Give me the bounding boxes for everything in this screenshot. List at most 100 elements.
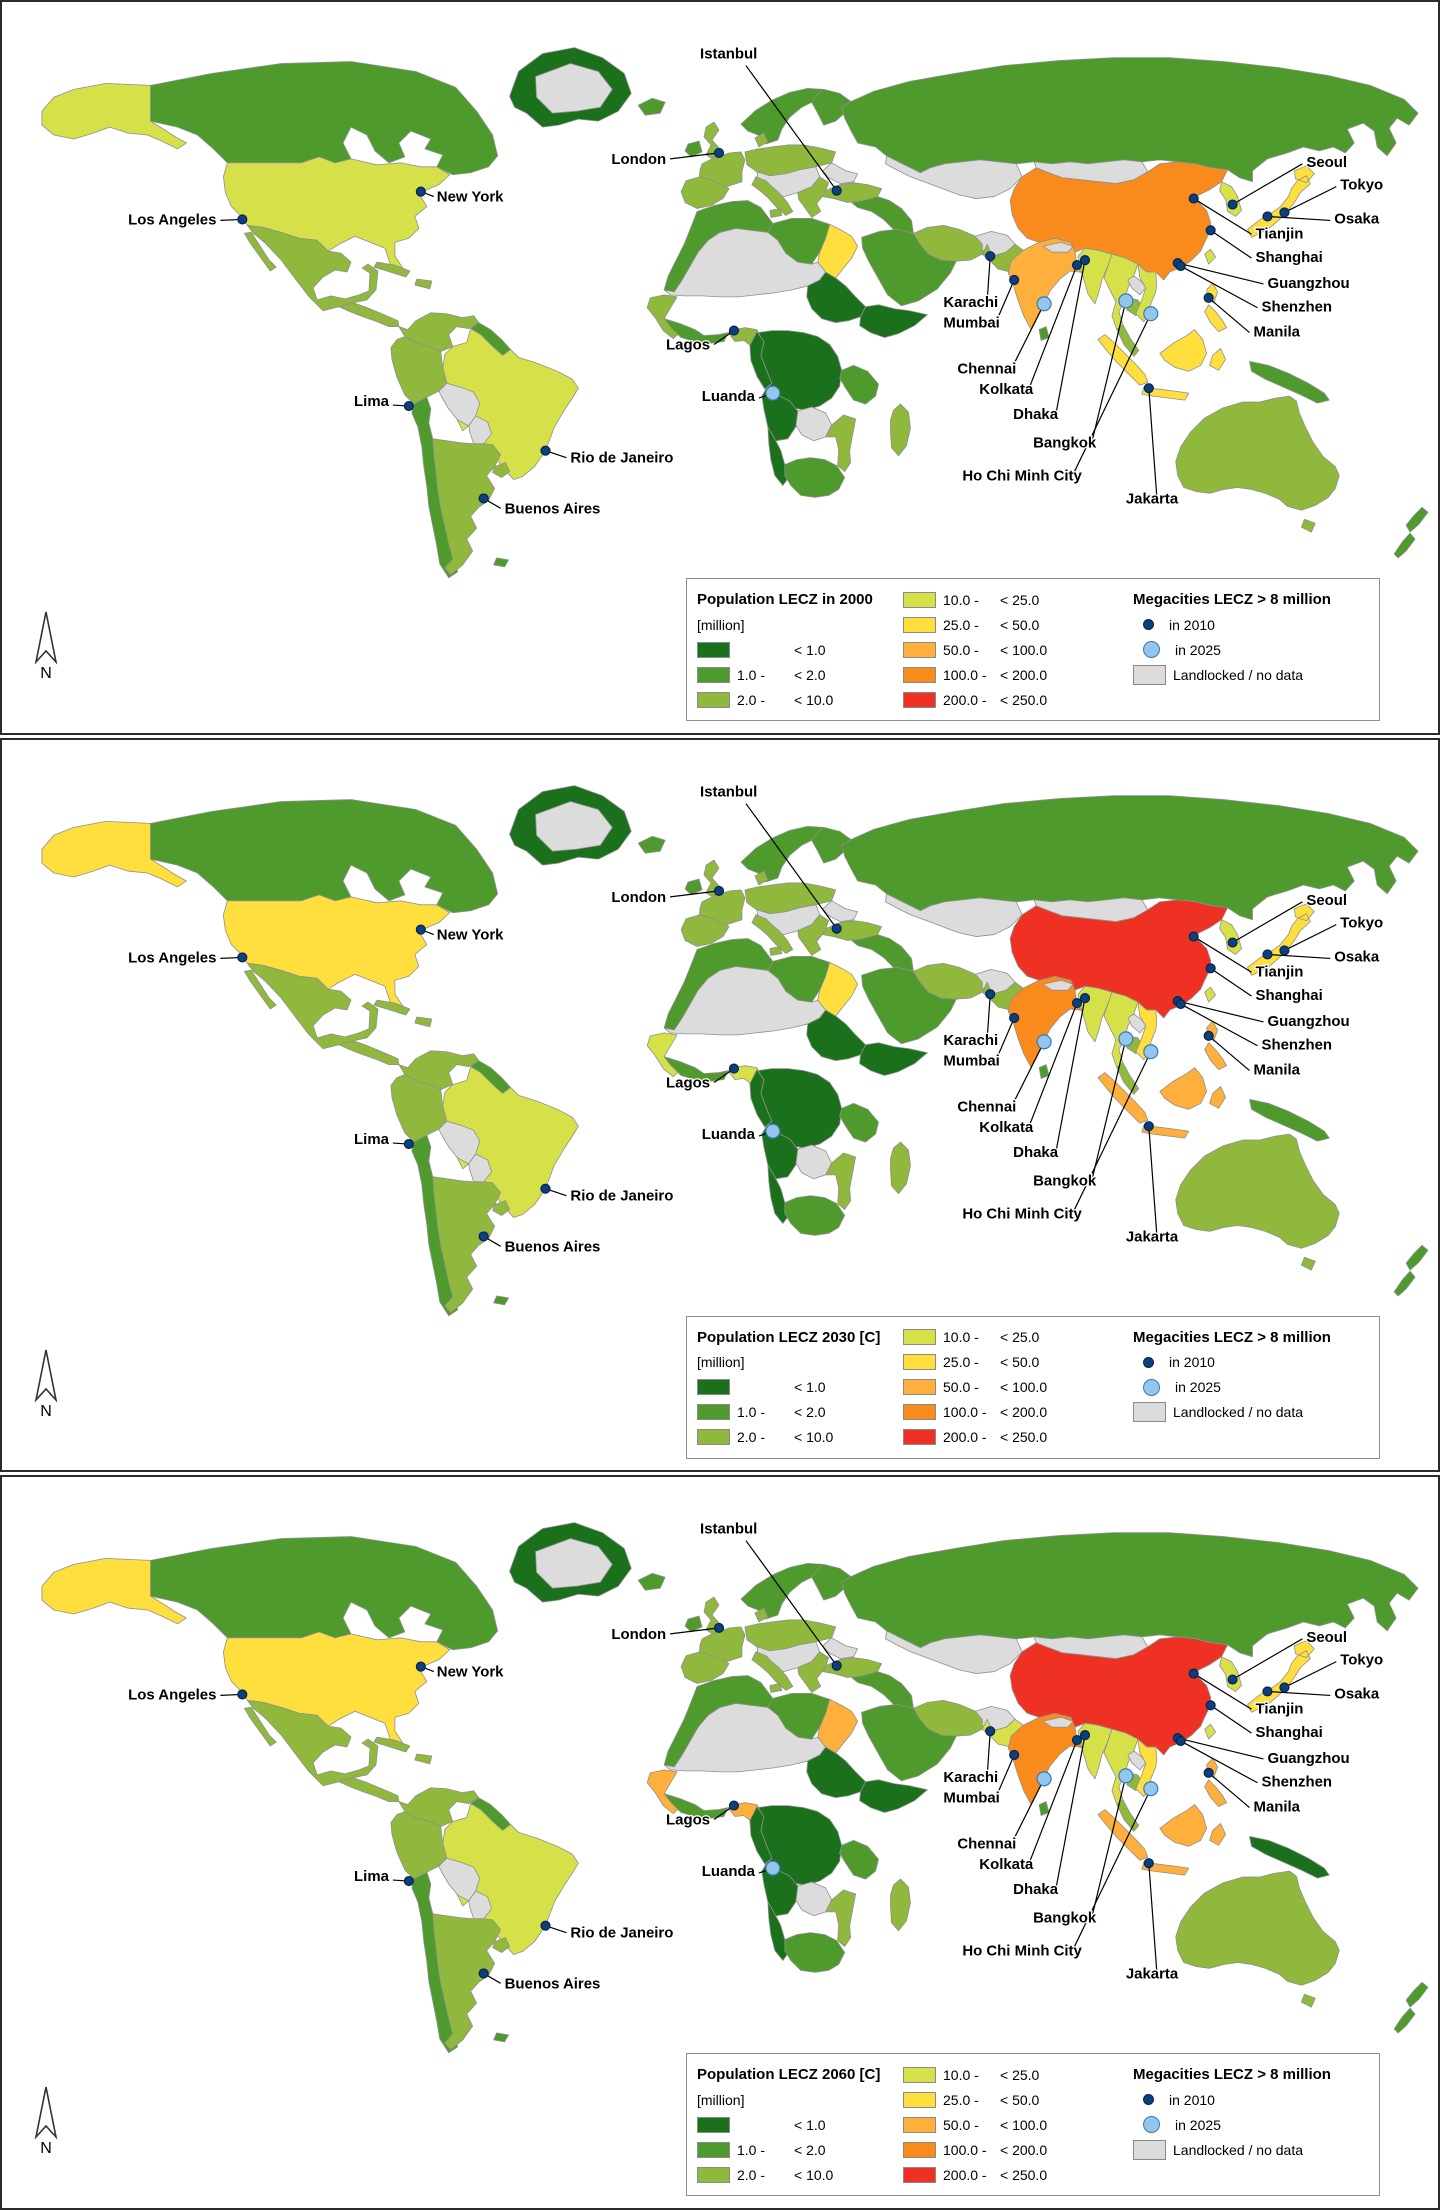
city-label: Seoul	[1306, 154, 1347, 171]
megacity-dot-2010	[540, 445, 551, 456]
megacity-dot-2010	[1203, 292, 1214, 303]
city-leader-line	[745, 802, 838, 929]
megacity-dot-2010	[1203, 1030, 1214, 1041]
city-label: Lagos	[666, 336, 710, 353]
legend-unit: [million]	[697, 2091, 745, 2108]
legend-color-swatch	[697, 641, 730, 658]
megacity-dot-2010	[1203, 1768, 1214, 1779]
legend-range-from: 200.0 -	[943, 691, 987, 708]
legend-megacity-label: in 2025	[1175, 641, 1221, 658]
region-finland	[811, 88, 852, 126]
legend-range-to: < 50.0	[1000, 616, 1040, 633]
megacity-dot-2010	[478, 493, 489, 504]
region-cuba	[373, 261, 411, 278]
legend-color-swatch	[903, 641, 936, 658]
megacity-2025-dot-icon	[1143, 641, 1160, 658]
megacity-dot-2010	[1227, 1674, 1238, 1685]
megacity-dot-2010	[831, 185, 842, 196]
city-leader-line	[670, 1627, 720, 1635]
region-china	[1009, 1636, 1228, 1756]
legend-color-swatch	[903, 1329, 936, 1346]
city-label: Mumbai	[943, 315, 999, 332]
region-wafrica	[663, 1793, 729, 1820]
megacity-dot-2025	[1143, 1781, 1159, 1797]
legend-megacity-label: in 2010	[1169, 2091, 1215, 2108]
legend-range-to: < 100.0	[1000, 1379, 1048, 1396]
legend-range-to: < 250.0	[1000, 691, 1048, 708]
legend-landlocked-row: Landlocked / no data	[1133, 2137, 1369, 2162]
city-label: Shanghai	[1256, 1724, 1323, 1741]
region-uruguay	[492, 1199, 510, 1216]
legend-megacities-title: Megacities LECZ > 8 million	[1133, 591, 1331, 608]
legend-unit: [million]	[697, 1354, 745, 1371]
city-label: Dhaka	[1013, 1144, 1059, 1161]
city-label: Karachi	[943, 1769, 998, 1786]
region-balkans	[797, 914, 830, 956]
region-cuba	[373, 1737, 411, 1753]
legend-class-rows-high: 10.0 - < 25.0 25.0 - < 50.0 50.0 - < 100.0 100…	[903, 587, 1125, 712]
region-indonesia	[1097, 1809, 1149, 1861]
region-mozambique	[825, 414, 857, 472]
legend-megacities-title: Megacities LECZ > 8 million	[1133, 1328, 1331, 1346]
legend-nodata-label: Landlocked / no data	[1173, 666, 1303, 683]
region-egypt	[817, 1699, 859, 1754]
megacity-dot-2010	[1143, 383, 1154, 394]
legend-class-row: 10.0 - < 25.0	[903, 1325, 1125, 1350]
region-newzealand	[1393, 1244, 1429, 1297]
legend-range-from: 1.0 -	[737, 2141, 766, 2158]
legend-color-swatch	[903, 2066, 936, 2083]
megacity-dot-2010	[540, 1183, 551, 1194]
city-leader-line	[1072, 313, 1152, 475]
region-baja	[243, 1707, 277, 1747]
legend-megacity-rows: in 2010 in 2025	[1133, 2087, 1369, 2137]
region-southafrica	[784, 457, 846, 498]
region-australia	[1175, 395, 1340, 511]
north-arrow-glyph: N	[34, 2087, 58, 2157]
city-leader-line	[1091, 1038, 1127, 1180]
region-horn	[859, 1042, 928, 1076]
city-leader-line	[986, 993, 991, 1038]
region-nepal	[1042, 241, 1074, 253]
region-libya	[767, 955, 831, 1003]
legend-range-to: < 10.0	[794, 1429, 834, 1446]
region-srilanka	[1038, 1063, 1050, 1079]
legend-class-row: 10.0 - < 25.0	[903, 587, 1125, 612]
legend-class-row: < 1.0	[697, 637, 895, 662]
megacity-dot-2010	[1188, 1668, 1199, 1679]
region-eastafrica	[839, 1102, 879, 1143]
megacity-dot-2010	[1175, 1736, 1186, 1747]
region-indonesia	[1209, 348, 1226, 371]
map-legend: Population LECZ 2030 [C] [million] < 1.0…	[686, 1315, 1380, 1459]
legend-class-row: 100.0 - < 200.0	[903, 662, 1125, 687]
city-label: Manila	[1254, 1799, 1301, 1816]
legend-landlocked-row: Landlocked / no data	[1133, 1400, 1369, 1425]
city-leader-line	[1232, 1638, 1303, 1681]
region-mozambique	[825, 1889, 857, 1948]
megacity-dot-2010	[1071, 1735, 1083, 1746]
megacity-dot-2010	[831, 923, 842, 934]
city-leader-line	[1055, 997, 1086, 1151]
city-label: Tianjin	[1256, 963, 1304, 980]
legend-range-to: < 100.0	[1000, 641, 1048, 658]
megacity-dot-2010	[415, 924, 426, 935]
region-senegal	[646, 1769, 680, 1815]
region-camgabon	[749, 1068, 773, 1128]
legend-class-row: 200.0 - < 250.0	[903, 1425, 1125, 1450]
region-ukraine	[822, 900, 859, 922]
legend-range-from: 100.0 -	[943, 666, 987, 683]
legend-class-row: < 1.0	[697, 1375, 895, 1400]
megacity-dot-2025	[1143, 1043, 1159, 1059]
region-egypt	[817, 223, 859, 279]
city-leader-line	[745, 1540, 838, 1667]
region-denmark	[754, 1607, 769, 1623]
megacity-dot-2025	[1118, 293, 1134, 309]
city-label: Buenos Aires	[505, 1976, 601, 1993]
megacity-dot-2010	[1009, 1012, 1020, 1023]
megacity-dot-2010	[1205, 225, 1216, 236]
legend-color-swatch	[903, 691, 936, 708]
legend-range-from: 200.0 -	[943, 2166, 987, 2183]
city-leader-line	[670, 889, 720, 898]
city-label: Seoul	[1306, 1629, 1347, 1646]
legend-class-row: < 1.0	[697, 2112, 895, 2137]
region-indonesia	[1209, 1823, 1226, 1847]
